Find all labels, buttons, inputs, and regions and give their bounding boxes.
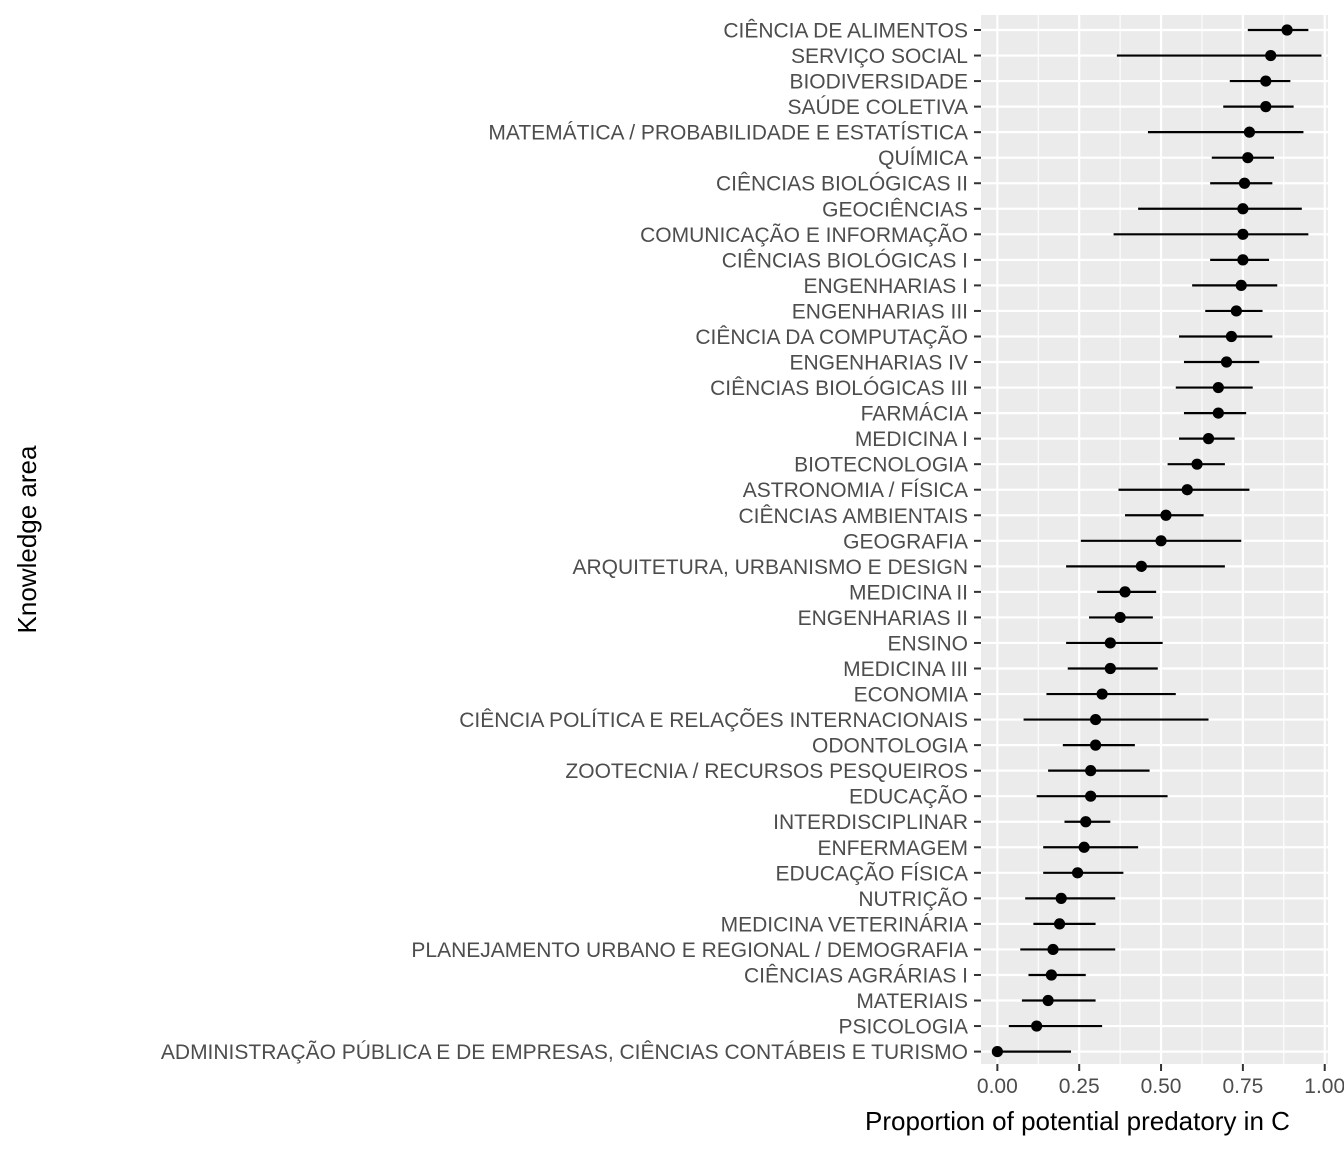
category-label: ECONOMIA	[854, 684, 968, 707]
x-tick-label: 0.00	[977, 1075, 1018, 1098]
data-point	[1096, 688, 1108, 700]
category-label: ENFERMAGEM	[817, 837, 968, 860]
data-point	[1220, 356, 1233, 368]
data-point	[1135, 560, 1148, 572]
category-label: BIODIVERSIDADE	[789, 71, 968, 94]
category-label: NUTRIÇÃO	[858, 887, 968, 911]
data-point	[1230, 305, 1242, 317]
x-tick-label: 0.75	[1222, 1075, 1263, 1098]
category-label: ODONTOLOGIA	[812, 735, 968, 758]
category-label: EDUCAÇÃO	[849, 785, 968, 809]
data-point	[1212, 407, 1224, 419]
x-tick-label: 0.25	[1059, 1075, 1100, 1098]
x-axis: 0.00 0.25 0.50 0.75 1.00	[977, 1064, 1344, 1098]
category-label: EDUCAÇÃO FÍSICA	[775, 861, 968, 885]
data-point	[1104, 637, 1116, 649]
data-point	[1212, 381, 1224, 394]
category-label: CIÊNCIAS AMBIENTAIS	[739, 505, 969, 528]
data-point	[1071, 867, 1084, 879]
category-label: ENSINO	[887, 632, 968, 655]
data-point	[1045, 969, 1057, 981]
data-point	[1031, 1020, 1043, 1032]
data-point	[1237, 203, 1249, 215]
category-label: QUÍMICA	[878, 147, 968, 170]
category-label: CIÊNCIA DA COMPUTAÇÃO	[695, 325, 968, 349]
category-label: MEDICINA II	[849, 581, 968, 604]
data-point	[1160, 509, 1172, 521]
category-label: PLANEJAMENTO URBANO E REGIONAL / DEMOGRA…	[411, 939, 968, 962]
x-tick-label: 0.50	[1141, 1075, 1182, 1098]
data-point	[1042, 994, 1054, 1007]
category-label: PSICOLOGIA	[838, 1016, 968, 1039]
data-point	[1078, 841, 1090, 853]
category-label: ENGENHARIAS I	[803, 275, 968, 298]
x-axis-title: Proportion of potential predatory in C	[865, 1106, 1290, 1136]
data-point	[1119, 586, 1131, 598]
category-label: SERVIÇO SOCIAL	[791, 45, 968, 68]
y-axis-title: Knowledge area	[12, 445, 42, 633]
data-point	[1055, 892, 1067, 904]
category-label: ENGENHARIAS II	[798, 607, 968, 630]
data-point	[1089, 739, 1102, 751]
data-point	[1243, 126, 1256, 138]
category-label: CIÊNCIAS BIOLÓGICAS II	[716, 173, 968, 196]
category-label: MEDICINA I	[855, 428, 968, 451]
data-point	[1053, 918, 1066, 930]
data-point	[991, 1046, 1003, 1058]
data-points	[991, 24, 1293, 1058]
category-label: ENGENHARIAS IV	[789, 352, 968, 375]
category-label: ARQUITETURA, URBANISMO E DESIGN	[572, 556, 968, 579]
category-label: ENGENHARIAS III	[792, 300, 968, 323]
category-label: MATEMÁTICA / PROBABILIDADE E ESTATÍSTICA	[488, 122, 968, 145]
category-label: GEOGRAFIA	[843, 530, 968, 553]
category-label: FARMÁCIA	[861, 403, 968, 426]
category-label: BIOTECNOLOGIA	[794, 454, 968, 477]
data-point	[1085, 765, 1097, 777]
plot-panel	[981, 15, 1328, 1064]
category-label: MATERIAIS	[856, 990, 968, 1013]
category-label: CIÊNCIAS BIOLÓGICAS III	[710, 377, 968, 400]
category-label: MEDICINA III	[843, 658, 968, 681]
category-label: ZOOTECNIA / RECURSOS PESQUEIROS	[565, 760, 968, 783]
data-point	[1237, 254, 1249, 266]
data-point	[1202, 433, 1215, 445]
data-point	[1155, 535, 1167, 547]
data-point	[1260, 75, 1272, 87]
data-point	[1265, 49, 1277, 62]
data-point	[1085, 790, 1097, 802]
data-point	[1238, 177, 1251, 189]
data-point	[1242, 152, 1254, 164]
data-point	[1104, 662, 1116, 675]
data-point	[1225, 330, 1238, 343]
category-label: CIÊNCIA DE ALIMENTOS	[723, 20, 968, 43]
data-point	[1191, 458, 1203, 470]
category-label: ASTRONOMIA / FÍSICA	[743, 479, 968, 502]
category-label: CIÊNCIA POLÍTICA E RELAÇÕES INTERNACIONA…	[459, 708, 968, 732]
category-label: CIÊNCIAS BIOLÓGICAS I	[722, 249, 968, 272]
data-point	[1080, 816, 1092, 828]
data-point	[1235, 279, 1247, 291]
data-point	[1114, 611, 1126, 624]
data-point	[1089, 713, 1102, 726]
category-label: INTERDISCIPLINAR	[773, 811, 968, 834]
data-point	[1181, 484, 1193, 496]
category-label: GEOCIÊNCIAS	[822, 198, 968, 221]
data-point	[1260, 101, 1272, 113]
data-point	[1047, 943, 1059, 956]
x-tick-label: 1.00	[1304, 1075, 1344, 1098]
data-point	[1281, 24, 1293, 36]
category-label: COMUNICAÇÃO E INFORMAÇÃO	[640, 223, 968, 247]
data-point	[1237, 228, 1249, 240]
category-label: ADMINISTRAÇÃO PÚBLICA E DE EMPRESAS, CIÊ…	[161, 1040, 968, 1064]
category-label: SAÚDE COLETIVA	[788, 96, 969, 119]
category-label: MEDICINA VETERINÁRIA	[721, 913, 968, 936]
category-label: CIÊNCIAS AGRÁRIAS I	[744, 964, 968, 987]
